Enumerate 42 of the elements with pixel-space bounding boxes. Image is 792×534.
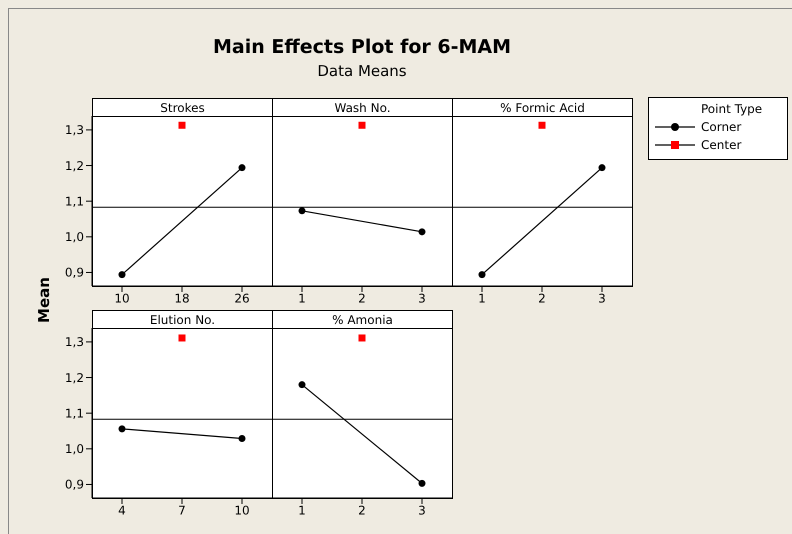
x-tick-label: 3 [598,292,606,306]
x-tick-label: 3 [418,504,426,518]
x-tick-label: 10 [114,292,130,306]
point [178,122,186,129]
y-axis-title: Mean [35,277,53,323]
point [238,164,246,172]
x-tick-label: 1 [298,292,306,306]
x-tick-label: 7 [178,504,186,518]
x-tick-label: 3 [418,292,426,306]
y-tick-label: 1,2 [64,370,84,385]
x-tick-label: 18 [174,292,190,306]
y-tick-label: 1,1 [64,406,84,420]
y-tick-label: 1,3 [64,335,84,350]
y-tick-label: 1,0 [64,230,84,244]
chart-subtitle: Data Means [316,62,408,80]
legend-label: Corner [701,120,742,134]
y-tick-label: 1,1 [64,194,84,208]
point [118,425,126,432]
x-tick-label: 2 [358,504,366,518]
x-tick-label: 1 [298,504,306,518]
x-axis-title: Strokes [92,98,273,116]
y-tick-label: 1,2 [64,158,84,173]
y-tick-label: 0,9 [64,478,84,492]
point [178,334,186,342]
y-tick-label: 1,0 [64,442,84,456]
x-tick-label: 2 [358,292,366,306]
x-axis-title: % Amonia [272,310,453,328]
x-tick-label: 1 [478,292,486,306]
x-tick-label: 2 [538,292,546,306]
legend-title: Point Type [700,102,764,116]
x-axis-title: % Formic Acid [452,98,633,116]
x-tick-label: 26 [234,292,250,306]
y-tick-label: 1,3 [64,123,84,138]
chart-title: Main Effects Plot for 6-MAM [212,36,512,58]
y-tick-label: 0,9 [64,266,84,280]
x-axis-title: Elution No. [92,310,273,328]
point [118,271,126,278]
legend-label: Center [701,138,742,152]
point [238,434,246,442]
x-tick-label: 10 [234,504,250,518]
x-tick-label: 4 [118,504,126,518]
x-axis-title: Wash No. [272,98,453,116]
